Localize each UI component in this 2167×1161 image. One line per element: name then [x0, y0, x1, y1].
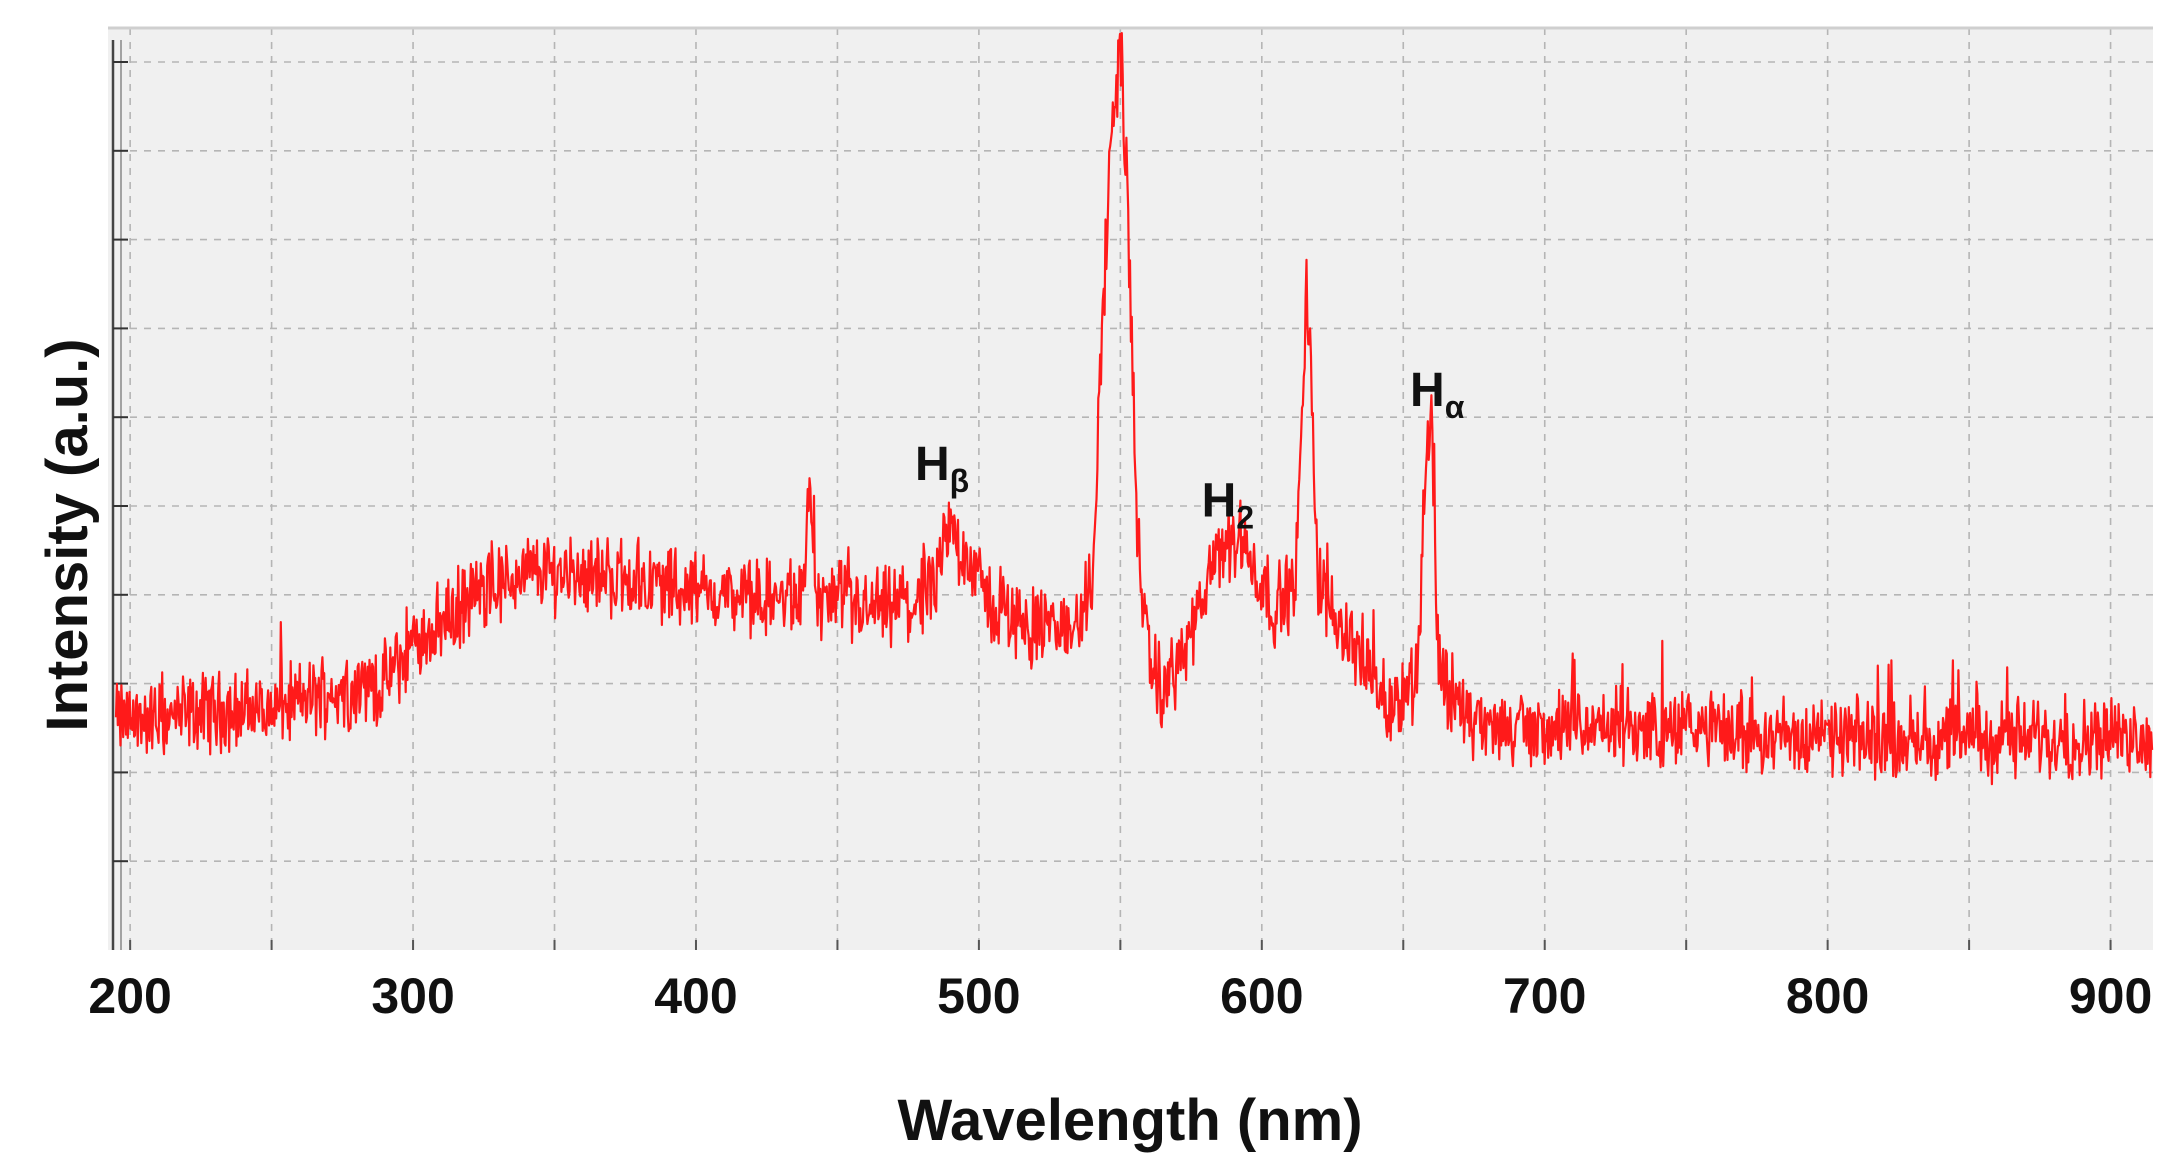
grid-lines: [116, 28, 2153, 950]
peak-annotations: Hβ H2 Hα: [915, 364, 1465, 536]
x-axis-tick-labels: 200 300 400 500 600 700 800 900: [88, 968, 2152, 1024]
peak-label-h-alpha: Hα: [1410, 364, 1465, 425]
x-axis-ticks: [129, 940, 2112, 950]
x-tick-label-400: 400: [654, 968, 737, 1024]
x-tick-label-300: 300: [371, 968, 454, 1024]
plot-area: [108, 28, 2153, 950]
x-axis-title: Wavelength (nm): [897, 1088, 1362, 1153]
x-tick-label-700: 700: [1503, 968, 1586, 1024]
peak-label-h2: H2: [1202, 475, 1254, 536]
y-axis-ticks: [113, 61, 128, 863]
series-line: [114, 32, 2154, 786]
x-tick-label-800: 800: [1786, 968, 1869, 1024]
peak-label-h-beta: Hβ: [915, 438, 969, 499]
y-axis-title: Intensity (a.u.): [35, 338, 100, 731]
x-tick-label-600: 600: [1220, 968, 1303, 1024]
x-tick-label-500: 500: [937, 968, 1020, 1024]
x-tick-label-900: 900: [2069, 968, 2152, 1024]
x-tick-label-200: 200: [88, 968, 171, 1024]
